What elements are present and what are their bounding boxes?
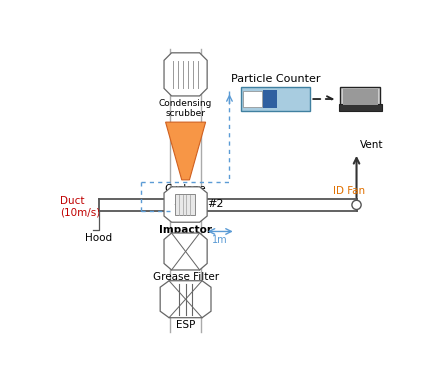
Text: #2: #2 (207, 199, 224, 209)
Text: Vent: Vent (360, 140, 384, 150)
Bar (263, 90, 277, 108)
Text: 1m: 1m (213, 235, 228, 245)
Text: Particle Counter: Particle Counter (231, 74, 321, 83)
Text: Cyclone: Cyclone (165, 184, 206, 194)
Text: #1: #1 (173, 199, 190, 209)
Bar (339, 105, 382, 111)
Bar (343, 89, 378, 105)
Polygon shape (165, 122, 206, 180)
Bar (175, 194, 195, 215)
Text: Duct
(10m/s): Duct (10m/s) (60, 196, 101, 218)
FancyBboxPatch shape (241, 88, 310, 111)
Text: Hood: Hood (86, 233, 112, 243)
Text: ID Fan: ID Fan (333, 186, 366, 196)
Bar (243, 91, 262, 108)
Polygon shape (160, 281, 211, 318)
Text: Grease Filter: Grease Filter (153, 272, 219, 282)
Text: ESP: ESP (176, 320, 195, 330)
Text: Condensing
scrubber: Condensing scrubber (159, 99, 212, 118)
Polygon shape (164, 233, 207, 270)
Text: Impactor: Impactor (159, 224, 212, 235)
Polygon shape (164, 53, 207, 96)
Polygon shape (164, 187, 207, 222)
Bar (340, 87, 381, 108)
